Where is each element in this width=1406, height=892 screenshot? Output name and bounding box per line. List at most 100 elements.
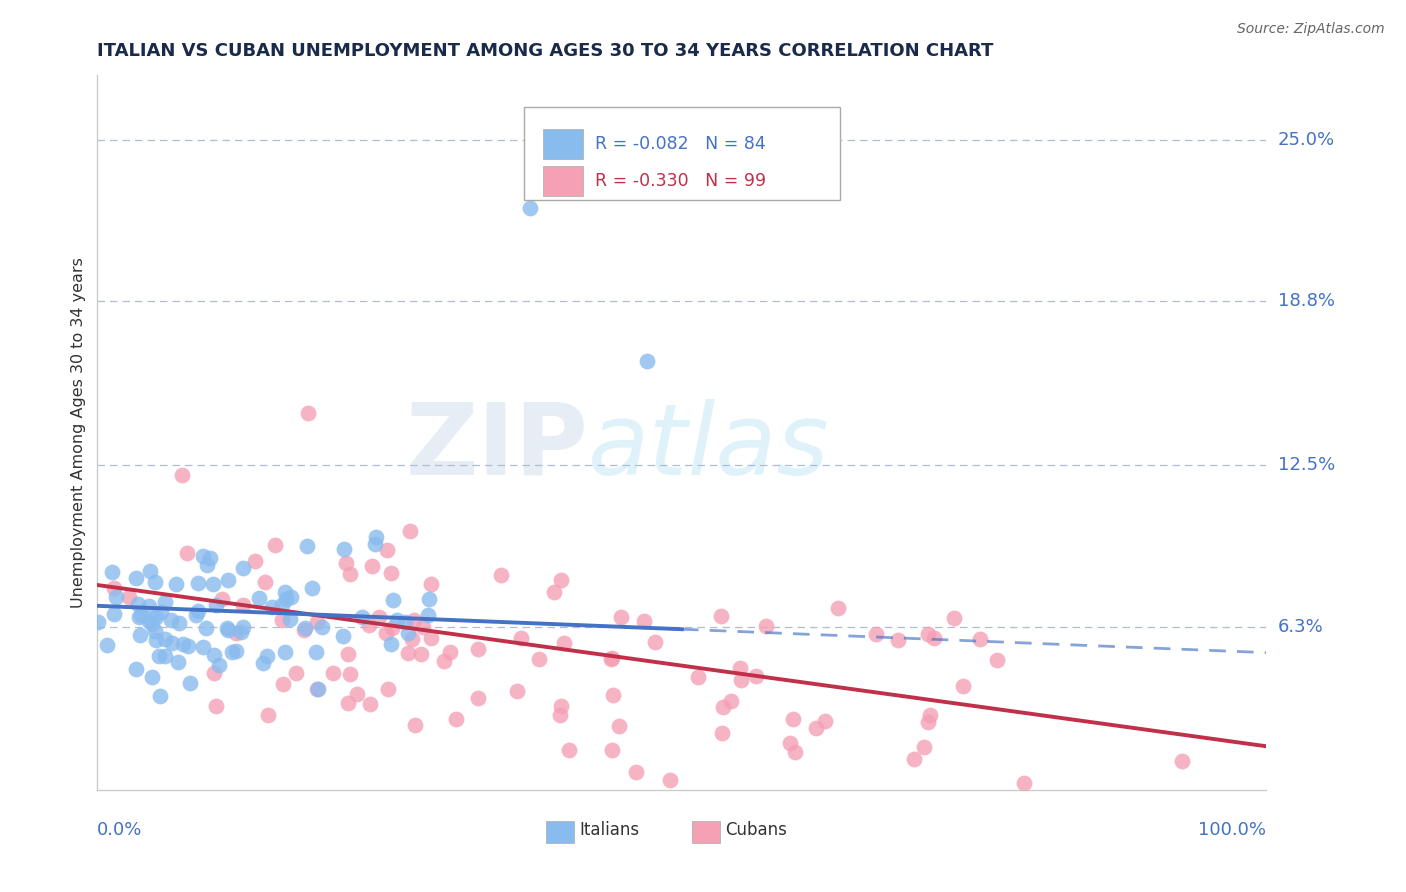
Point [138, 564, 160, 578]
Point [336, 696, 359, 710]
Point [195, 621, 218, 635]
Point [129, 627, 152, 641]
Point [332, 629, 354, 643]
Point [179, 676, 201, 690]
Point [433, 655, 456, 669]
Point [720, 694, 742, 708]
Point [409, 647, 432, 661]
Point [205, 599, 228, 613]
Point [550, 707, 572, 722]
FancyBboxPatch shape [543, 128, 582, 159]
Point [125, 571, 148, 585]
Text: 6.3%: 6.3% [1278, 617, 1323, 636]
Text: Italians: Italians [579, 821, 640, 838]
Point [311, 620, 333, 634]
Point [986, 653, 1008, 667]
FancyBboxPatch shape [524, 107, 839, 201]
Point [153, 648, 176, 663]
Point [558, 743, 581, 757]
Point [280, 591, 302, 605]
Point [256, 649, 278, 664]
Point [202, 648, 225, 662]
Point [249, 591, 271, 606]
Point [659, 773, 682, 788]
Point [401, 632, 423, 646]
Point [145, 574, 167, 589]
Point [257, 707, 280, 722]
Point [377, 681, 399, 696]
Point [305, 645, 328, 659]
Point [416, 607, 439, 622]
Point [101, 565, 124, 579]
Text: ITALIAN VS CUBAN UNEMPLOYMENT AMONG AGES 30 TO 34 YEARS CORRELATION CHART: ITALIAN VS CUBAN UNEMPLOYMENT AMONG AGES… [97, 42, 994, 60]
Point [177, 639, 200, 653]
Point [359, 697, 381, 711]
Point [333, 541, 356, 556]
Point [172, 637, 194, 651]
FancyBboxPatch shape [692, 821, 720, 844]
Point [444, 712, 467, 726]
Text: 25.0%: 25.0% [1278, 131, 1334, 149]
Point [307, 681, 329, 696]
Point [217, 623, 239, 637]
Point [553, 636, 575, 650]
Point [166, 655, 188, 669]
Point [398, 646, 420, 660]
Point [368, 610, 391, 624]
Point [375, 542, 398, 557]
Point [270, 613, 292, 627]
Point [600, 650, 623, 665]
Point [730, 673, 752, 688]
Point [339, 566, 361, 581]
Point [305, 615, 328, 629]
Point [730, 661, 752, 675]
Point [285, 665, 308, 680]
Point [813, 714, 835, 728]
Point [439, 645, 461, 659]
Point [519, 201, 541, 215]
Point [396, 626, 419, 640]
Point [103, 607, 125, 621]
Point [205, 698, 228, 713]
Point [467, 642, 489, 657]
Point [404, 717, 426, 731]
Point [221, 645, 243, 659]
Point [381, 622, 404, 636]
Point [252, 657, 274, 671]
Text: Source: ZipAtlas.com: Source: ZipAtlas.com [1237, 22, 1385, 37]
Text: 18.8%: 18.8% [1278, 293, 1334, 310]
Point [322, 665, 344, 680]
Point [506, 683, 529, 698]
Point [402, 613, 425, 627]
Point [357, 617, 380, 632]
Point [217, 621, 239, 635]
Point [118, 590, 141, 604]
Point [783, 745, 806, 759]
FancyBboxPatch shape [543, 166, 582, 196]
Point [543, 584, 565, 599]
Point [335, 556, 357, 570]
Text: Cubans: Cubans [725, 821, 787, 838]
Point [827, 600, 849, 615]
Point [207, 657, 229, 672]
Point [225, 643, 247, 657]
Point [145, 609, 167, 624]
Point [745, 669, 768, 683]
Point [128, 610, 150, 624]
Text: ZIP: ZIP [405, 399, 588, 496]
Point [150, 605, 173, 619]
Point [270, 598, 292, 612]
Point [943, 611, 966, 625]
Point [394, 615, 416, 629]
Text: atlas: atlas [588, 399, 830, 496]
Point [307, 681, 329, 696]
Point [364, 537, 387, 551]
Text: R = -0.082   N = 84: R = -0.082 N = 84 [595, 135, 766, 153]
Point [243, 554, 266, 568]
Point [711, 725, 734, 739]
Point [636, 354, 658, 368]
Point [195, 558, 218, 572]
Point [274, 645, 297, 659]
Point [387, 613, 409, 627]
Point [782, 712, 804, 726]
